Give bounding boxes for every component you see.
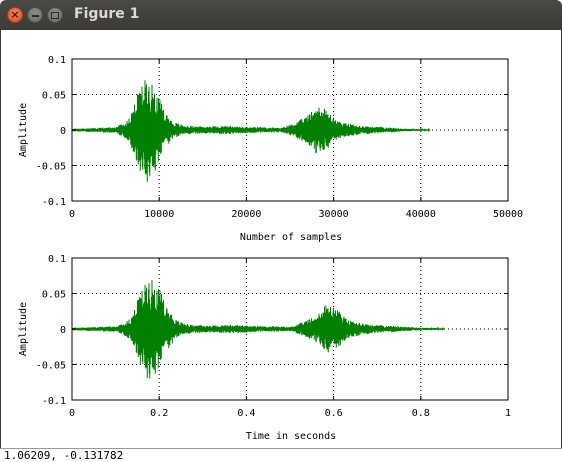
minimize-icon[interactable] — [27, 7, 43, 23]
maximize-icon[interactable] — [47, 7, 63, 23]
y-tick-label: -0.05 — [36, 361, 66, 372]
window-title: Figure 1 — [74, 6, 140, 22]
x-tick-label: 10000 — [144, 209, 174, 220]
figure-canvas[interactable] — [0, 30, 562, 448]
y-tick-label: 0.1 — [48, 55, 66, 66]
y-tick-label: 0 — [60, 126, 66, 137]
x-tick-label: 0.4 — [237, 408, 255, 419]
x-tick-label: 0.8 — [412, 408, 430, 419]
signal-waveform — [71, 279, 445, 379]
close-icon[interactable]: × — [7, 7, 23, 23]
y-tick-label: -0.1 — [42, 197, 66, 208]
y-tick-label: 0.05 — [42, 290, 66, 301]
x-tick-label: 40000 — [406, 209, 436, 220]
x-tick-label: 0 — [69, 408, 75, 419]
x-axis-label: Time in seconds — [246, 431, 336, 442]
cursor-coordinates: 1.06209, -0.131782 — [4, 449, 124, 462]
x-tick-label: 0 — [69, 209, 75, 220]
x-tick-label: 20000 — [231, 209, 261, 220]
y-axis-label: Amplitude — [18, 302, 29, 356]
y-tick-label: -0.1 — [42, 396, 66, 407]
signal-waveform — [71, 80, 431, 183]
figure-plot[interactable]: 0 10000 20000 30000 40000 50000 0.1 0.05 0 -0.05 -… — [0, 30, 562, 448]
y-tick-label: 0 — [60, 325, 66, 336]
window-titlebar[interactable]: × Figure 1 — [0, 0, 562, 30]
x-axis-label: Number of samples — [240, 232, 342, 243]
x-tick-label: 30000 — [319, 209, 349, 220]
status-bar: 1.06209, -0.131782 — [0, 448, 562, 462]
x-tick-label: 0.2 — [150, 408, 168, 419]
y-tick-label: -0.05 — [36, 162, 66, 173]
y-tick-label: 0.1 — [48, 254, 66, 265]
y-axis-label: Amplitude — [18, 103, 29, 157]
x-tick-label: 0.6 — [325, 408, 343, 419]
x-tick-label: 1 — [505, 408, 511, 419]
y-tick-label: 0.05 — [42, 91, 66, 102]
x-tick-label: 50000 — [493, 209, 523, 220]
